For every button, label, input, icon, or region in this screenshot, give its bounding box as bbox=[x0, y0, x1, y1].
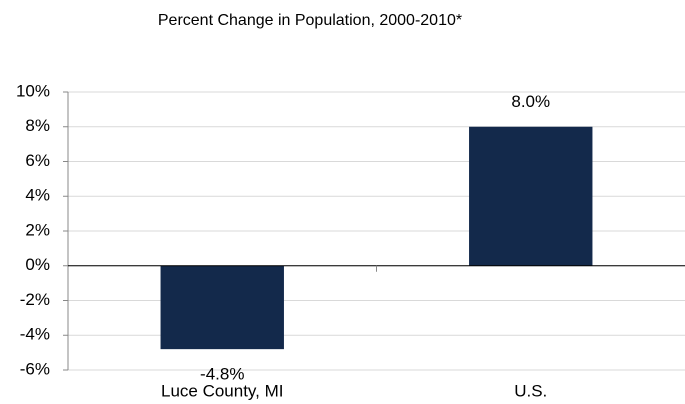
bar bbox=[160, 265, 284, 350]
y-tick-label: 8% bbox=[25, 116, 50, 135]
data-label: -4.8% bbox=[200, 365, 244, 384]
x-tick-label: Luce County, MI bbox=[161, 381, 284, 400]
y-tick-label: 6% bbox=[25, 151, 50, 170]
y-tick-label: 2% bbox=[25, 220, 50, 239]
data-label: 8.0% bbox=[511, 92, 550, 111]
bar bbox=[469, 126, 593, 266]
y-tick-label: -2% bbox=[20, 290, 50, 309]
y-tick-label: 4% bbox=[25, 186, 50, 205]
y-tick-label: -6% bbox=[20, 359, 50, 378]
y-tick-label: 10% bbox=[16, 81, 50, 100]
y-tick-label: 0% bbox=[25, 255, 50, 274]
x-tick-label: U.S. bbox=[514, 381, 547, 400]
y-tick-label: -4% bbox=[20, 325, 50, 344]
chart-title: Percent Change in Population, 2000-2010* bbox=[158, 12, 462, 29]
